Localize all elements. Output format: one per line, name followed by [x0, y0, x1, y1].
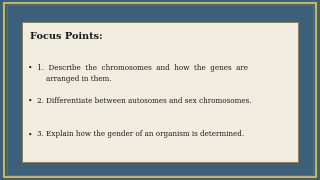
- Text: 1.  Describe  the  chromosomes  and  how  the  genes  are
    arranged in them.: 1. Describe the chromosomes and how the …: [37, 64, 248, 83]
- Text: 3. Explain how the gender of an organism is determined.: 3. Explain how the gender of an organism…: [37, 130, 244, 138]
- Text: Focus Points:: Focus Points:: [30, 32, 103, 41]
- Text: •: •: [28, 130, 33, 138]
- Text: •: •: [28, 97, 33, 105]
- FancyBboxPatch shape: [22, 22, 298, 162]
- Text: •: •: [28, 64, 33, 72]
- Text: 2. Differentiate between autosomes and sex chromosomes.: 2. Differentiate between autosomes and s…: [37, 97, 251, 105]
